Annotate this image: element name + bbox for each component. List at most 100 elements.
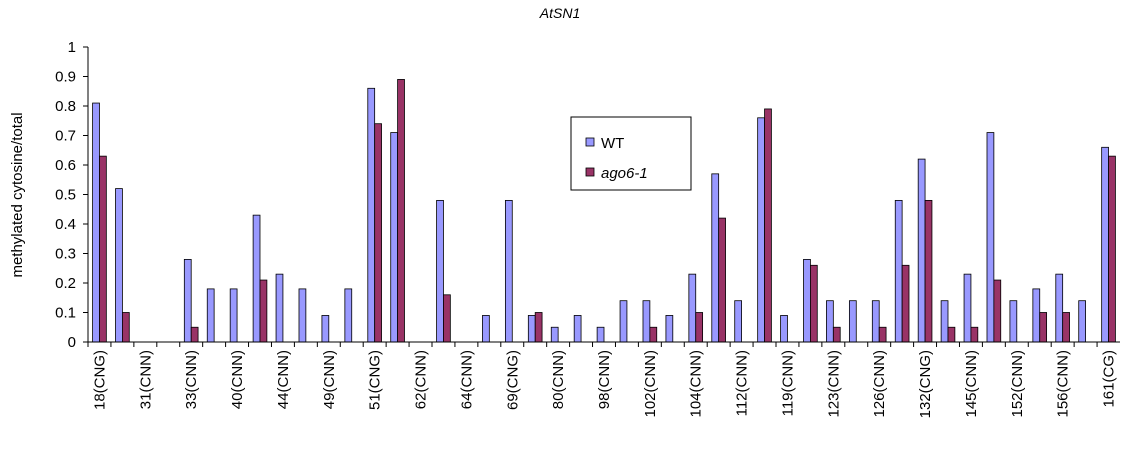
x-tick-label: 49(CNN) <box>321 350 338 409</box>
bar <box>122 312 130 343</box>
chart-title: AtSN1 <box>539 5 580 21</box>
bar <box>924 199 933 343</box>
bar <box>390 132 399 343</box>
bar <box>619 300 628 343</box>
bar <box>1101 146 1109 343</box>
bar <box>252 214 261 343</box>
x-tick-label: 31(CNN) <box>137 350 154 409</box>
legend-box <box>570 116 692 191</box>
bar <box>99 155 107 343</box>
bar <box>397 79 405 343</box>
bar <box>649 326 658 343</box>
y-tick-label: 0.6 <box>55 157 76 174</box>
x-tick-label: 69(CNG) <box>504 350 521 410</box>
legend-label: ago6-1 <box>601 165 648 182</box>
bar <box>298 288 307 343</box>
x-tick-label: 152(CNN) <box>1009 350 1026 418</box>
bar <box>443 294 451 343</box>
x-tick-label: 126(CNN) <box>871 350 888 418</box>
y-tick-label: 0.7 <box>55 128 76 145</box>
bar <box>665 315 674 343</box>
bar <box>810 264 818 343</box>
bar <box>894 199 903 343</box>
x-tick-label: 132(CNG) <box>917 350 934 418</box>
bar <box>482 315 490 343</box>
bar <box>848 300 857 343</box>
bar <box>826 300 834 343</box>
bar <box>1009 300 1018 343</box>
bar <box>1032 288 1041 343</box>
x-tick-label: 64(CNN) <box>458 350 475 409</box>
bar <box>206 288 215 343</box>
bar <box>190 326 199 343</box>
bar <box>1078 300 1086 343</box>
bar <box>321 315 330 343</box>
bar <box>901 264 910 343</box>
bar <box>940 300 949 343</box>
y-tick-label: 0.9 <box>55 69 76 86</box>
y-tick-label: 0 <box>68 334 76 351</box>
bar <box>711 173 720 343</box>
bar <box>596 326 605 343</box>
x-tick-label: 40(CNN) <box>229 350 246 409</box>
bar <box>764 108 772 343</box>
bar <box>970 326 979 343</box>
bar <box>878 326 887 343</box>
bar <box>734 300 742 343</box>
x-tick-label: 80(CNN) <box>550 350 567 409</box>
bar <box>183 258 192 343</box>
x-tick-label: 145(CNN) <box>963 350 980 418</box>
legend-swatch <box>585 137 595 147</box>
bar <box>229 288 238 343</box>
bar <box>963 273 972 343</box>
y-tick-label: 0.3 <box>55 246 76 263</box>
bar <box>695 312 704 343</box>
x-tick-label: 33(CNN) <box>183 350 200 409</box>
bar <box>1108 155 1116 343</box>
bar <box>917 158 926 343</box>
bar <box>504 199 513 343</box>
bar <box>871 300 880 343</box>
y-tick-label: 0.1 <box>55 305 76 322</box>
bar <box>757 117 765 343</box>
x-tick-label: 123(CNN) <box>825 350 842 418</box>
y-axis-title: methylated cytosine/total <box>9 112 26 277</box>
bar <box>642 300 651 343</box>
x-tick-label: 156(CNN) <box>1055 350 1072 418</box>
x-tick-label: 104(CNN) <box>688 350 705 418</box>
bar <box>1055 273 1064 343</box>
bar <box>780 315 788 343</box>
bar <box>92 102 100 343</box>
bar <box>275 273 284 343</box>
bar <box>367 87 376 343</box>
bar <box>550 326 559 343</box>
bar <box>947 326 956 343</box>
legend-label: WT <box>601 135 624 152</box>
bar <box>688 273 697 343</box>
x-tick-label: 62(CNN) <box>413 350 430 409</box>
y-tick-label: 1 <box>68 39 76 56</box>
bar <box>436 199 444 343</box>
y-tick-label: 0.4 <box>55 216 76 233</box>
y-tick-label: 0.8 <box>55 98 76 115</box>
bar <box>534 312 543 343</box>
x-tick-label: 51(CNG) <box>367 350 384 410</box>
y-tick-label: 0.5 <box>55 187 76 204</box>
x-tick-label: 102(CNN) <box>642 350 659 418</box>
x-tick-label: 161(CG) <box>1101 350 1118 408</box>
bar <box>986 132 995 343</box>
bar <box>1062 312 1070 343</box>
bar <box>803 258 811 343</box>
bar <box>527 315 536 343</box>
legend-swatch <box>585 167 595 177</box>
x-tick-label: 18(CNG) <box>91 350 108 410</box>
x-tick-label: 98(CNN) <box>596 350 613 409</box>
bar <box>344 288 353 343</box>
bar <box>993 279 1002 343</box>
bar <box>573 315 582 343</box>
bar <box>1039 312 1048 343</box>
bar <box>718 217 726 343</box>
bar <box>259 279 268 343</box>
bar <box>374 123 382 343</box>
